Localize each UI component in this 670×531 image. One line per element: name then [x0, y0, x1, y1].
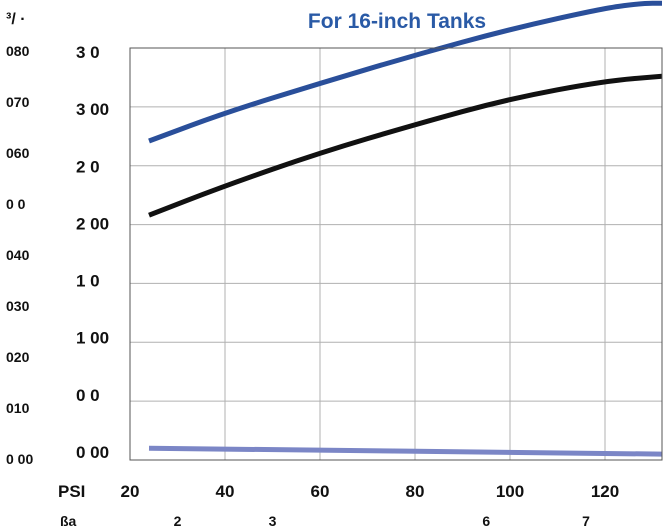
x-axis-secondary-label: ßa: [60, 513, 77, 529]
y-outer-tick-label: 040: [6, 247, 30, 263]
y-inner-tick-label: 2 0: [76, 157, 100, 176]
y-axis-outer: 0 00 010 020 030 040 0 0 060 070 080: [6, 43, 33, 467]
x-tick-label: 100: [496, 482, 524, 501]
y-outer-tick-label: 030: [6, 298, 30, 314]
corner-label: ³/ ·: [6, 11, 26, 28]
y-inner-tick-label: 0 00: [76, 443, 109, 462]
x-tick-label: 120: [591, 482, 619, 501]
x-secondary-tick-label: 2: [174, 513, 182, 529]
x-tick-label: 40: [216, 482, 235, 501]
x-tick-label: 60: [311, 482, 330, 501]
y-outer-tick-label: 020: [6, 349, 30, 365]
y-outer-tick-label: 010: [6, 400, 30, 416]
plot-border: [129, 47, 663, 461]
x-axis-label: PSI: [58, 482, 85, 501]
series-line-1: [148, 0, 662, 144]
y-inner-tick-label: 1 0: [76, 272, 100, 291]
y-inner-tick-label: 3 00: [76, 100, 109, 119]
y-inner-tick-label: 0 0: [76, 386, 100, 405]
y-inner-tick-label: 2 00: [76, 214, 109, 233]
x-axis-secondary: ßa 2 3 6 7: [60, 513, 590, 529]
y-outer-tick-label: 060: [6, 145, 30, 161]
x-secondary-tick-label: 3: [269, 513, 277, 529]
y-outer-tick-label: 070: [6, 94, 30, 110]
chart-title: For 16-inch Tanks: [308, 10, 486, 33]
y-axis-inner: 0 00 0 0 1 00 1 0 2 00 2 0 3 00 3 0: [76, 43, 109, 462]
series-line-2: [148, 73, 663, 218]
plot-area: [130, 48, 662, 460]
y-outer-tick-label: 0 00: [6, 451, 33, 467]
x-tick-label: 20: [121, 482, 140, 501]
y-outer-tick-label: 0 0: [6, 196, 26, 212]
y-inner-tick-label: 3 0: [76, 43, 100, 62]
x-axis: PSI 20 40 60 80 100 120: [58, 482, 619, 501]
series-line-3: [148, 445, 663, 457]
y-inner-tick-label: 1 00: [76, 329, 109, 348]
x-secondary-tick-label: 6: [482, 513, 490, 529]
series-lines: [148, 0, 663, 457]
x-tick-label: 80: [406, 482, 425, 501]
x-secondary-tick-label: 7: [582, 513, 590, 529]
y-outer-tick-label: 080: [6, 43, 30, 59]
